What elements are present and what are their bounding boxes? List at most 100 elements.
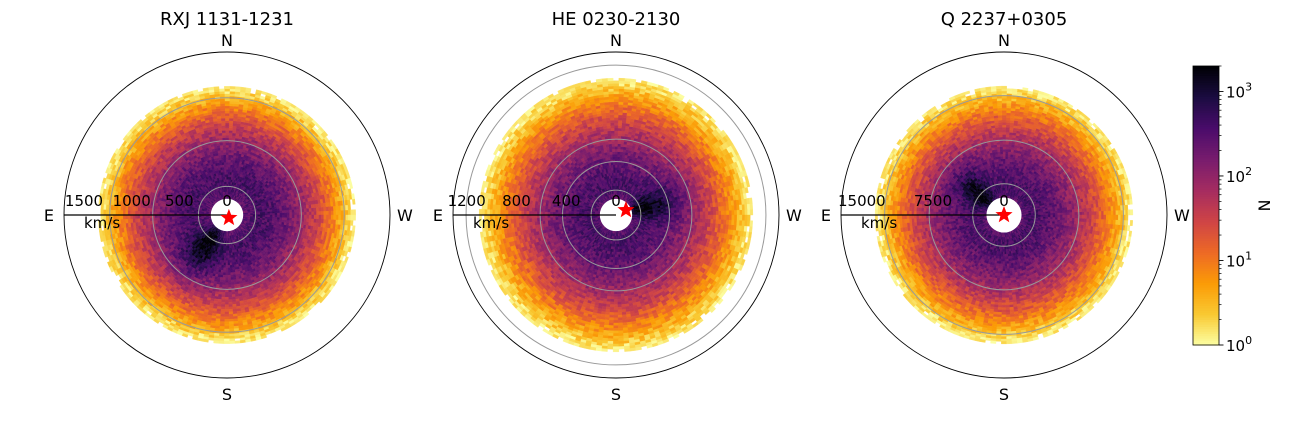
heatmap-cell (274, 214, 278, 218)
heatmap-cell (228, 152, 232, 156)
heatmap-cell (221, 130, 226, 134)
heatmap-cell (294, 211, 298, 216)
heatmap-cell (221, 132, 226, 136)
heatmap-cell (223, 260, 227, 264)
heatmap-cell (296, 214, 300, 219)
heatmap-cell (147, 218, 151, 222)
heatmap-cell (225, 257, 229, 261)
heatmap-cell (221, 301, 226, 305)
heatmap-cell (291, 214, 295, 219)
heatmap-cell (294, 214, 298, 219)
heatmap-cell (301, 208, 305, 213)
heatmap-cell (178, 210, 182, 214)
heatmap-cell (223, 157, 227, 160)
heatmap-cell (225, 166, 229, 170)
heatmap-cell (282, 212, 285, 216)
heatmap-cell (272, 212, 276, 216)
heatmap-cell (228, 304, 233, 308)
heatmap-cell (282, 214, 285, 218)
heatmap-cell (269, 216, 273, 220)
heatmap-cell (166, 209, 170, 213)
heatmap-cell (225, 164, 229, 168)
heatmap-cell (220, 269, 224, 273)
heatmap-cell (228, 309, 234, 313)
heatmap-cell (228, 277, 232, 281)
heatmap-cell (279, 214, 283, 218)
heatmap-cell (225, 159, 229, 163)
heatmap-cell (225, 279, 229, 283)
heatmap-cell (228, 291, 233, 295)
heatmap-cell (219, 277, 224, 281)
heatmap-cell (221, 125, 226, 129)
heatmap-cell (219, 147, 224, 151)
heatmap-cell (267, 214, 271, 218)
heatmap-cell (311, 211, 315, 216)
heatmap-cell (291, 211, 295, 216)
heatmap-cell (303, 208, 307, 212)
heatmap-cell (224, 252, 227, 256)
heatmap-cell (227, 169, 231, 173)
heatmap-cell (225, 275, 229, 278)
heatmap-cell (289, 212, 293, 216)
heatmap-cell (221, 299, 226, 303)
heatmap-cell (228, 294, 233, 298)
heatmap-cell (222, 274, 226, 278)
heatmap-cell (286, 214, 290, 218)
heatmap-cell (228, 142, 232, 146)
heatmap-cell (308, 214, 312, 219)
heatmap-cell (301, 217, 305, 222)
heatmap-cell (224, 306, 230, 310)
heatmap-cell (142, 218, 146, 223)
heatmap-cell (227, 164, 231, 168)
heatmap-cell (228, 274, 232, 278)
heatmap-cell (228, 284, 232, 288)
heatmap-cell (228, 147, 232, 151)
heatmap-cell (228, 135, 233, 139)
heatmap-cell (225, 161, 229, 165)
heatmap-cell (154, 217, 158, 222)
heatmap-cell (223, 267, 227, 271)
heatmap-cell (225, 284, 229, 288)
heatmap-cell (137, 218, 141, 223)
heatmap-cell (230, 152, 234, 156)
heatmap-cell (296, 211, 300, 216)
heatmap-cell (156, 217, 160, 222)
heatmap-cell (222, 142, 226, 146)
heatmap-cell (219, 279, 224, 283)
heatmap-cell (220, 117, 226, 121)
heatmap-cell (228, 149, 232, 153)
heatmap-cell (277, 214, 281, 218)
heatmap-cell (221, 262, 225, 266)
heatmap-cell (274, 216, 278, 220)
heatmap-cell (225, 292, 229, 295)
heatmap-cell (225, 289, 229, 293)
heatmap-cell (230, 279, 235, 283)
heatmap-cell (257, 214, 261, 217)
heatmap-cell (171, 210, 175, 213)
heatmap-cell (222, 147, 226, 151)
heatmap-cell (221, 137, 226, 141)
heatmap-cell (286, 217, 290, 221)
heatmap-cell (321, 214, 325, 220)
heatmap-cell (227, 157, 231, 160)
heatmap-cell (316, 210, 320, 216)
heatmap-cell (308, 218, 312, 223)
heatmap-cell (262, 214, 266, 217)
heatmap-cell (220, 272, 224, 276)
heatmap-cell (225, 144, 229, 148)
heatmap-cell (294, 208, 298, 213)
heatmap-cell (228, 132, 233, 136)
heatmap-cell (228, 272, 231, 276)
heatmap-cell (159, 217, 163, 221)
heatmap-cell (225, 262, 229, 266)
heatmap-cell (230, 277, 235, 281)
heatmap-cell (289, 209, 293, 213)
heatmap-cell (224, 115, 230, 119)
heatmap-cell (272, 214, 276, 218)
heatmap-cell (224, 125, 230, 129)
heatmap-cell (225, 130, 229, 133)
heatmap-cell (228, 125, 233, 129)
